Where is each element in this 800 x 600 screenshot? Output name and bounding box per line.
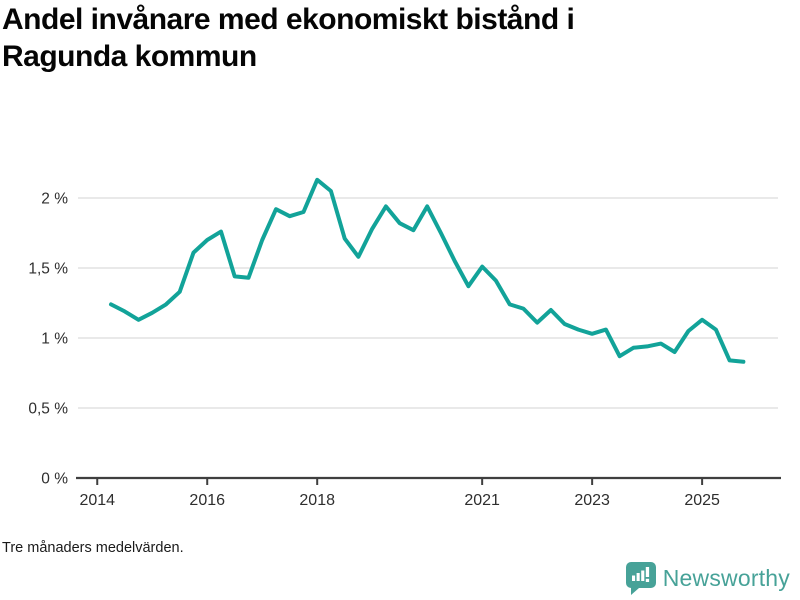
x-tick-label: 2016 (189, 492, 225, 509)
x-tick-label: 2025 (684, 492, 720, 509)
x-tick-label: 2023 (574, 492, 610, 509)
x-tick-label: 2021 (464, 492, 500, 509)
page-title-line-2: Ragunda kommun (2, 40, 257, 73)
y-tick-label: 0,5 % (28, 401, 68, 418)
newsworthy-logo: Newsworthy (625, 562, 790, 595)
y-tick-label: 1,5 % (28, 261, 68, 278)
x-tick-label: 2018 (299, 492, 335, 509)
y-tick-label: 0 % (41, 471, 68, 488)
y-tick-label: 2 % (41, 191, 68, 208)
x-tick-label: 2014 (79, 492, 115, 509)
newsworthy-logo-icon (625, 562, 656, 595)
page-title-line-1: Andel invånare med ekonomiskt bistånd i (2, 3, 575, 36)
y-tick-label: 1 % (41, 331, 68, 348)
data-line-series (109, 177, 746, 364)
chart-footnote: Tre månaders medelvärden. (2, 540, 184, 556)
page-title: Andel invånare med ekonomiskt bistånd i … (2, 1, 772, 75)
newsworthy-logo-text: Newsworthy (662, 565, 790, 591)
